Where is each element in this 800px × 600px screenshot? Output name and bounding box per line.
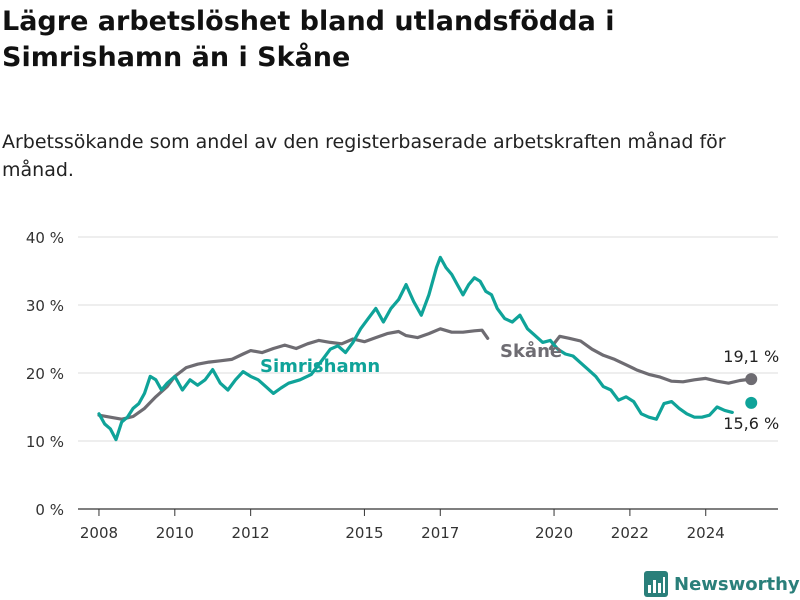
brand-name: Newsworthy [674, 573, 800, 595]
x-tick-label: 2022 [611, 524, 649, 542]
x-tick-label: 2017 [421, 524, 459, 542]
y-tick-label: 20 % [26, 365, 64, 383]
chart-subtitle: Arbetssökande som andel av den registerb… [2, 131, 726, 181]
x-tick-label: 2024 [687, 524, 725, 542]
y-tick-label: 10 % [26, 433, 64, 451]
x-tick-label: 2020 [535, 524, 573, 542]
series-labels: Skåne Simrishamn 19,1 % 15,6 % [260, 340, 779, 433]
chart-title: Lägre arbetslöshet bland utlandsfödda i … [2, 6, 615, 73]
bar-chart-logo-icon [644, 571, 668, 597]
simrishamn-series-label: Simrishamn [260, 356, 380, 377]
skane-series-label: Skåne [500, 340, 562, 362]
simrishamn-end-value: 15,6 % [723, 414, 779, 433]
skane-end-point [745, 373, 758, 386]
x-tick-label: 2015 [345, 524, 383, 542]
series-lines [97, 257, 758, 439]
skane-end-value: 19,1 % [723, 347, 779, 366]
x-tick-label: 2012 [232, 524, 270, 542]
x-axis: 2008 2010 2012 2015 2017 2020 2022 2024 [78, 508, 778, 542]
y-tick-label: 30 % [26, 297, 64, 315]
grid-lines [78, 236, 778, 442]
newsworthy-brand[interactable]: Newsworthy [644, 570, 800, 598]
x-tick-label: 2010 [156, 524, 194, 542]
simrishamn-line [99, 257, 751, 439]
y-tick-label: 0 % [35, 501, 64, 519]
simrishamn-end-point [745, 396, 758, 409]
x-tick-label: 2008 [80, 524, 118, 542]
y-axis: 0 % 10 % 20 % 30 % 40 % [26, 229, 64, 519]
y-tick-label: 40 % [26, 229, 64, 247]
skane-line [97, 327, 753, 421]
